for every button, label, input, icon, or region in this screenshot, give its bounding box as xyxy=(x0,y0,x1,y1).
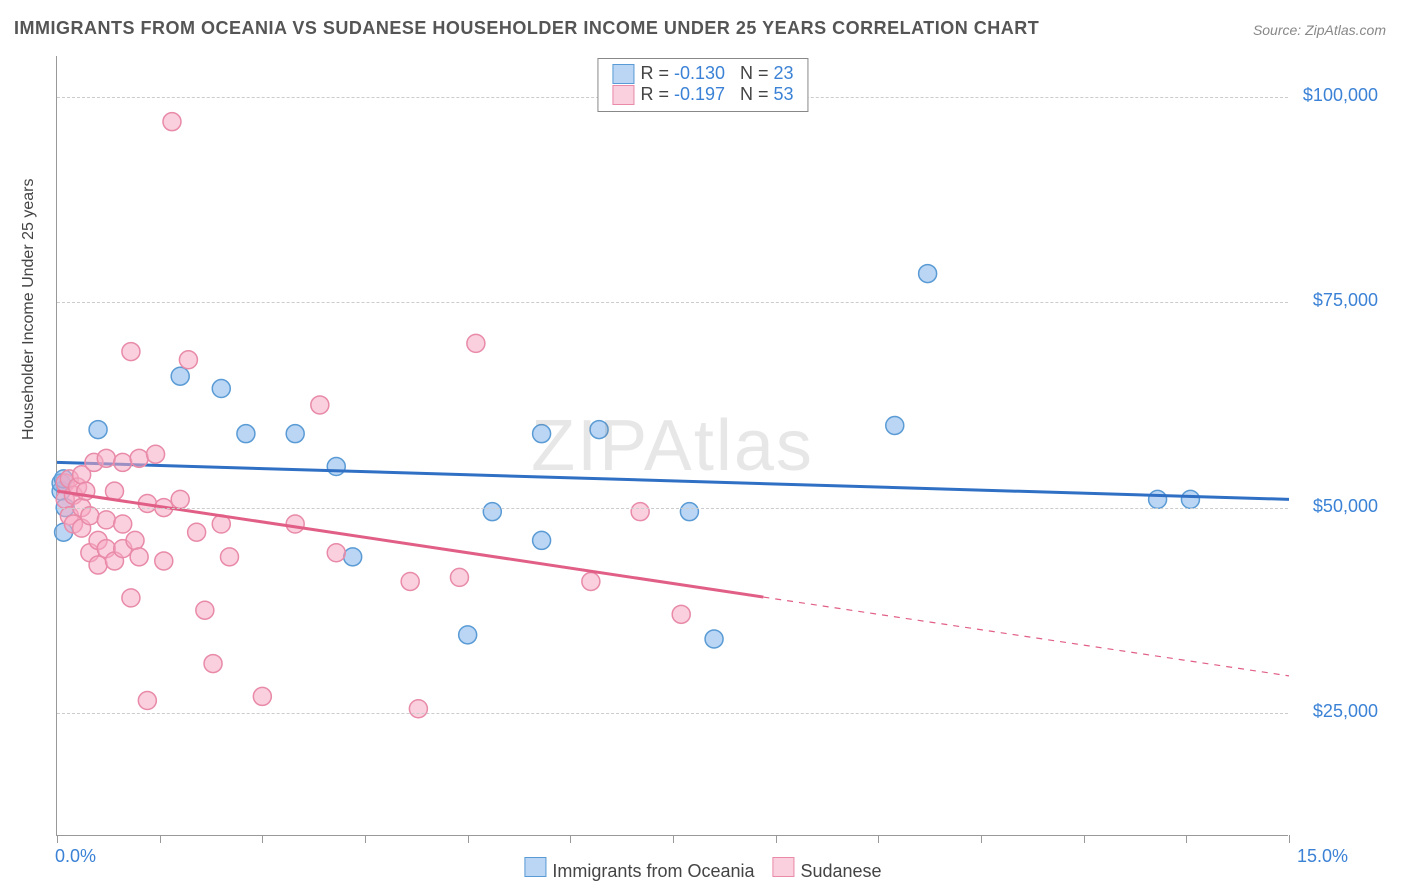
data-point xyxy=(401,572,419,590)
x-tick-label: 15.0% xyxy=(1297,846,1348,867)
data-point xyxy=(253,687,271,705)
source-attribution: Source: ZipAtlas.com xyxy=(1253,22,1386,38)
data-point xyxy=(188,523,206,541)
legend-swatch xyxy=(612,85,634,105)
stats-legend-row: R = -0.130 N = 23 xyxy=(612,63,793,84)
data-point xyxy=(919,265,937,283)
data-point xyxy=(114,453,132,471)
x-tick xyxy=(570,835,571,843)
data-point xyxy=(344,548,362,566)
data-point xyxy=(631,503,649,521)
legend-item: Sudanese xyxy=(772,857,881,882)
data-point xyxy=(672,605,690,623)
stats-text: R = -0.130 N = 23 xyxy=(640,63,793,84)
data-point xyxy=(459,626,477,644)
legend-swatch xyxy=(612,64,634,84)
data-point xyxy=(1149,490,1167,508)
data-point xyxy=(147,445,165,463)
x-tick xyxy=(262,835,263,843)
x-tick xyxy=(1289,835,1290,843)
data-point xyxy=(483,503,501,521)
data-point xyxy=(163,113,181,131)
x-tick xyxy=(1084,835,1085,843)
legend-label: Immigrants from Oceania xyxy=(552,861,754,881)
gridline xyxy=(57,302,1288,303)
data-point xyxy=(450,568,468,586)
y-tick-label: $100,000 xyxy=(1303,85,1378,106)
data-point xyxy=(327,458,345,476)
data-point xyxy=(196,601,214,619)
legend-swatch xyxy=(524,857,546,877)
legend-item: Immigrants from Oceania xyxy=(524,857,754,882)
stats-text: R = -0.197 N = 53 xyxy=(640,84,793,105)
chart-title: IMMIGRANTS FROM OCEANIA VS SUDANESE HOUS… xyxy=(14,18,1039,39)
data-point xyxy=(89,421,107,439)
stats-legend-row: R = -0.197 N = 53 xyxy=(612,84,793,105)
data-point xyxy=(237,425,255,443)
y-axis-title: Householder Income Under 25 years xyxy=(20,179,38,440)
x-tick xyxy=(878,835,879,843)
x-tick xyxy=(160,835,161,843)
x-tick xyxy=(468,835,469,843)
stats-legend: R = -0.130 N = 23 R = -0.197 N = 53 xyxy=(597,58,808,112)
plot-area: ZIPAtlas $25,000$50,000$75,000$100,0000.… xyxy=(56,56,1288,836)
legend-label: Sudanese xyxy=(800,861,881,881)
plot-svg xyxy=(57,56,1288,835)
x-tick xyxy=(981,835,982,843)
data-point xyxy=(204,655,222,673)
data-point xyxy=(590,421,608,439)
data-point xyxy=(171,367,189,385)
data-point xyxy=(311,396,329,414)
data-point xyxy=(97,511,115,529)
data-point xyxy=(122,343,140,361)
correlation-chart: IMMIGRANTS FROM OCEANIA VS SUDANESE HOUS… xyxy=(0,0,1406,892)
data-point xyxy=(89,556,107,574)
legend-swatch xyxy=(772,857,794,877)
data-point xyxy=(1181,490,1199,508)
data-point xyxy=(171,490,189,508)
data-point xyxy=(582,572,600,590)
data-point xyxy=(122,589,140,607)
trend-line-extrapolated xyxy=(763,597,1289,676)
data-point xyxy=(533,531,551,549)
data-point xyxy=(680,503,698,521)
data-point xyxy=(114,515,132,533)
x-tick xyxy=(57,835,58,843)
data-point xyxy=(126,531,144,549)
data-point xyxy=(286,515,304,533)
gridline xyxy=(57,508,1288,509)
data-point xyxy=(220,548,238,566)
data-point xyxy=(705,630,723,648)
data-point xyxy=(467,334,485,352)
data-point xyxy=(886,416,904,434)
data-point xyxy=(286,425,304,443)
data-point xyxy=(327,544,345,562)
data-point xyxy=(97,449,115,467)
x-tick xyxy=(673,835,674,843)
data-point xyxy=(81,507,99,525)
data-point xyxy=(130,449,148,467)
x-tick xyxy=(776,835,777,843)
gridline xyxy=(57,713,1288,714)
y-tick-label: $50,000 xyxy=(1313,496,1378,517)
series-legend: Immigrants from Oceania Sudanese xyxy=(524,857,881,882)
y-tick-label: $25,000 xyxy=(1313,701,1378,722)
data-point xyxy=(533,425,551,443)
data-point xyxy=(155,552,173,570)
y-tick-label: $75,000 xyxy=(1313,290,1378,311)
data-point xyxy=(212,380,230,398)
x-tick xyxy=(1186,835,1187,843)
trend-line xyxy=(57,462,1289,499)
data-point xyxy=(409,700,427,718)
x-tick xyxy=(365,835,366,843)
data-point xyxy=(130,548,148,566)
data-point xyxy=(179,351,197,369)
data-point xyxy=(138,692,156,710)
x-tick-label: 0.0% xyxy=(55,846,96,867)
